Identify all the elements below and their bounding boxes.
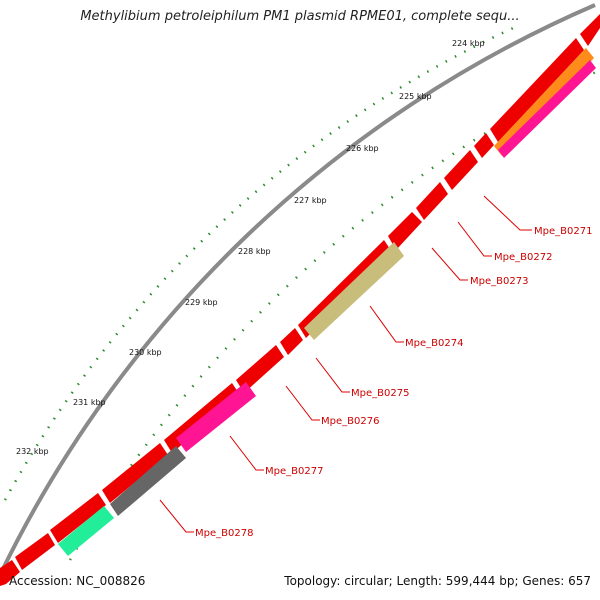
summary-text: Topology: circular; Length: 599,444 bp; … bbox=[284, 574, 591, 588]
cds-arrow bbox=[0, 560, 20, 586]
gene-label: Mpe_B0276 bbox=[321, 416, 379, 427]
kbp-label: 232 kbp bbox=[16, 447, 49, 456]
gene-bar-Mpe_B0272 bbox=[498, 60, 596, 158]
cds-arrow bbox=[280, 328, 303, 355]
accession-text: Accession: NC_008826 bbox=[9, 574, 146, 588]
cds-arrow bbox=[580, 14, 600, 46]
kbp-labels: 224 kbp 225 kbp 226 kbp 227 kbp 228 kbp … bbox=[16, 39, 485, 456]
gene-bar-Mpe_B0271 bbox=[494, 48, 594, 156]
kbp-label: 226 kbp bbox=[346, 144, 379, 153]
leader-line bbox=[159, 499, 194, 533]
gene-label: Mpe_B0277 bbox=[265, 466, 323, 477]
leader-line bbox=[285, 385, 320, 421]
leader-line bbox=[431, 247, 468, 281]
map-title: Methylibium petroleiphilum PM1 plasmid R… bbox=[80, 9, 520, 24]
leader-line bbox=[369, 305, 404, 343]
cds-arrow bbox=[474, 133, 494, 158]
gene-bar-green bbox=[58, 506, 114, 556]
gene-label: Mpe_B0275 bbox=[351, 388, 409, 399]
gene-label: Mpe_B0278 bbox=[195, 528, 253, 539]
kbp-label: 230 kbp bbox=[129, 348, 162, 357]
gene-label: Mpe_B0273 bbox=[470, 276, 528, 287]
leader-line bbox=[483, 195, 532, 231]
label-leaders bbox=[159, 195, 532, 533]
kbp-label: 228 kbp bbox=[238, 247, 271, 256]
leader-line bbox=[315, 357, 350, 393]
cds-arrow bbox=[416, 182, 448, 220]
cds-arrow bbox=[490, 38, 584, 142]
leader-line bbox=[229, 435, 264, 471]
kbp-label: 229 kbp bbox=[185, 298, 218, 307]
kbp-label: 224 kbp bbox=[452, 39, 485, 48]
cds-arrow bbox=[236, 345, 284, 393]
gene-label: Mpe_B0271 bbox=[534, 226, 592, 237]
gene-label: Mpe_B0272 bbox=[494, 252, 552, 263]
kbp-label: 227 kbp bbox=[294, 196, 327, 205]
cds-forward-track bbox=[0, 14, 600, 586]
genome-backbone bbox=[0, 3, 596, 576]
leader-line bbox=[457, 221, 492, 257]
cds-arrow bbox=[388, 212, 422, 250]
gene-bar-Mpe_B0277 bbox=[176, 382, 256, 452]
gene-label: Mpe_B0274 bbox=[405, 338, 463, 349]
cds-arrow bbox=[50, 493, 106, 543]
gene-bar-Mpe_B0274 bbox=[304, 242, 404, 340]
gene-labels: Mpe_B0271 Mpe_B0272 Mpe_B0273 Mpe_B0274 … bbox=[195, 226, 592, 539]
gene-track bbox=[58, 48, 596, 556]
kbp-label: 231 kbp bbox=[73, 398, 106, 407]
cds-arrow bbox=[102, 443, 168, 503]
cds-arrow bbox=[15, 533, 55, 570]
gene-bar-Mpe_B0278 bbox=[110, 446, 186, 516]
kbp-label: 225 kbp bbox=[399, 92, 432, 101]
cds-arrow bbox=[444, 150, 478, 190]
